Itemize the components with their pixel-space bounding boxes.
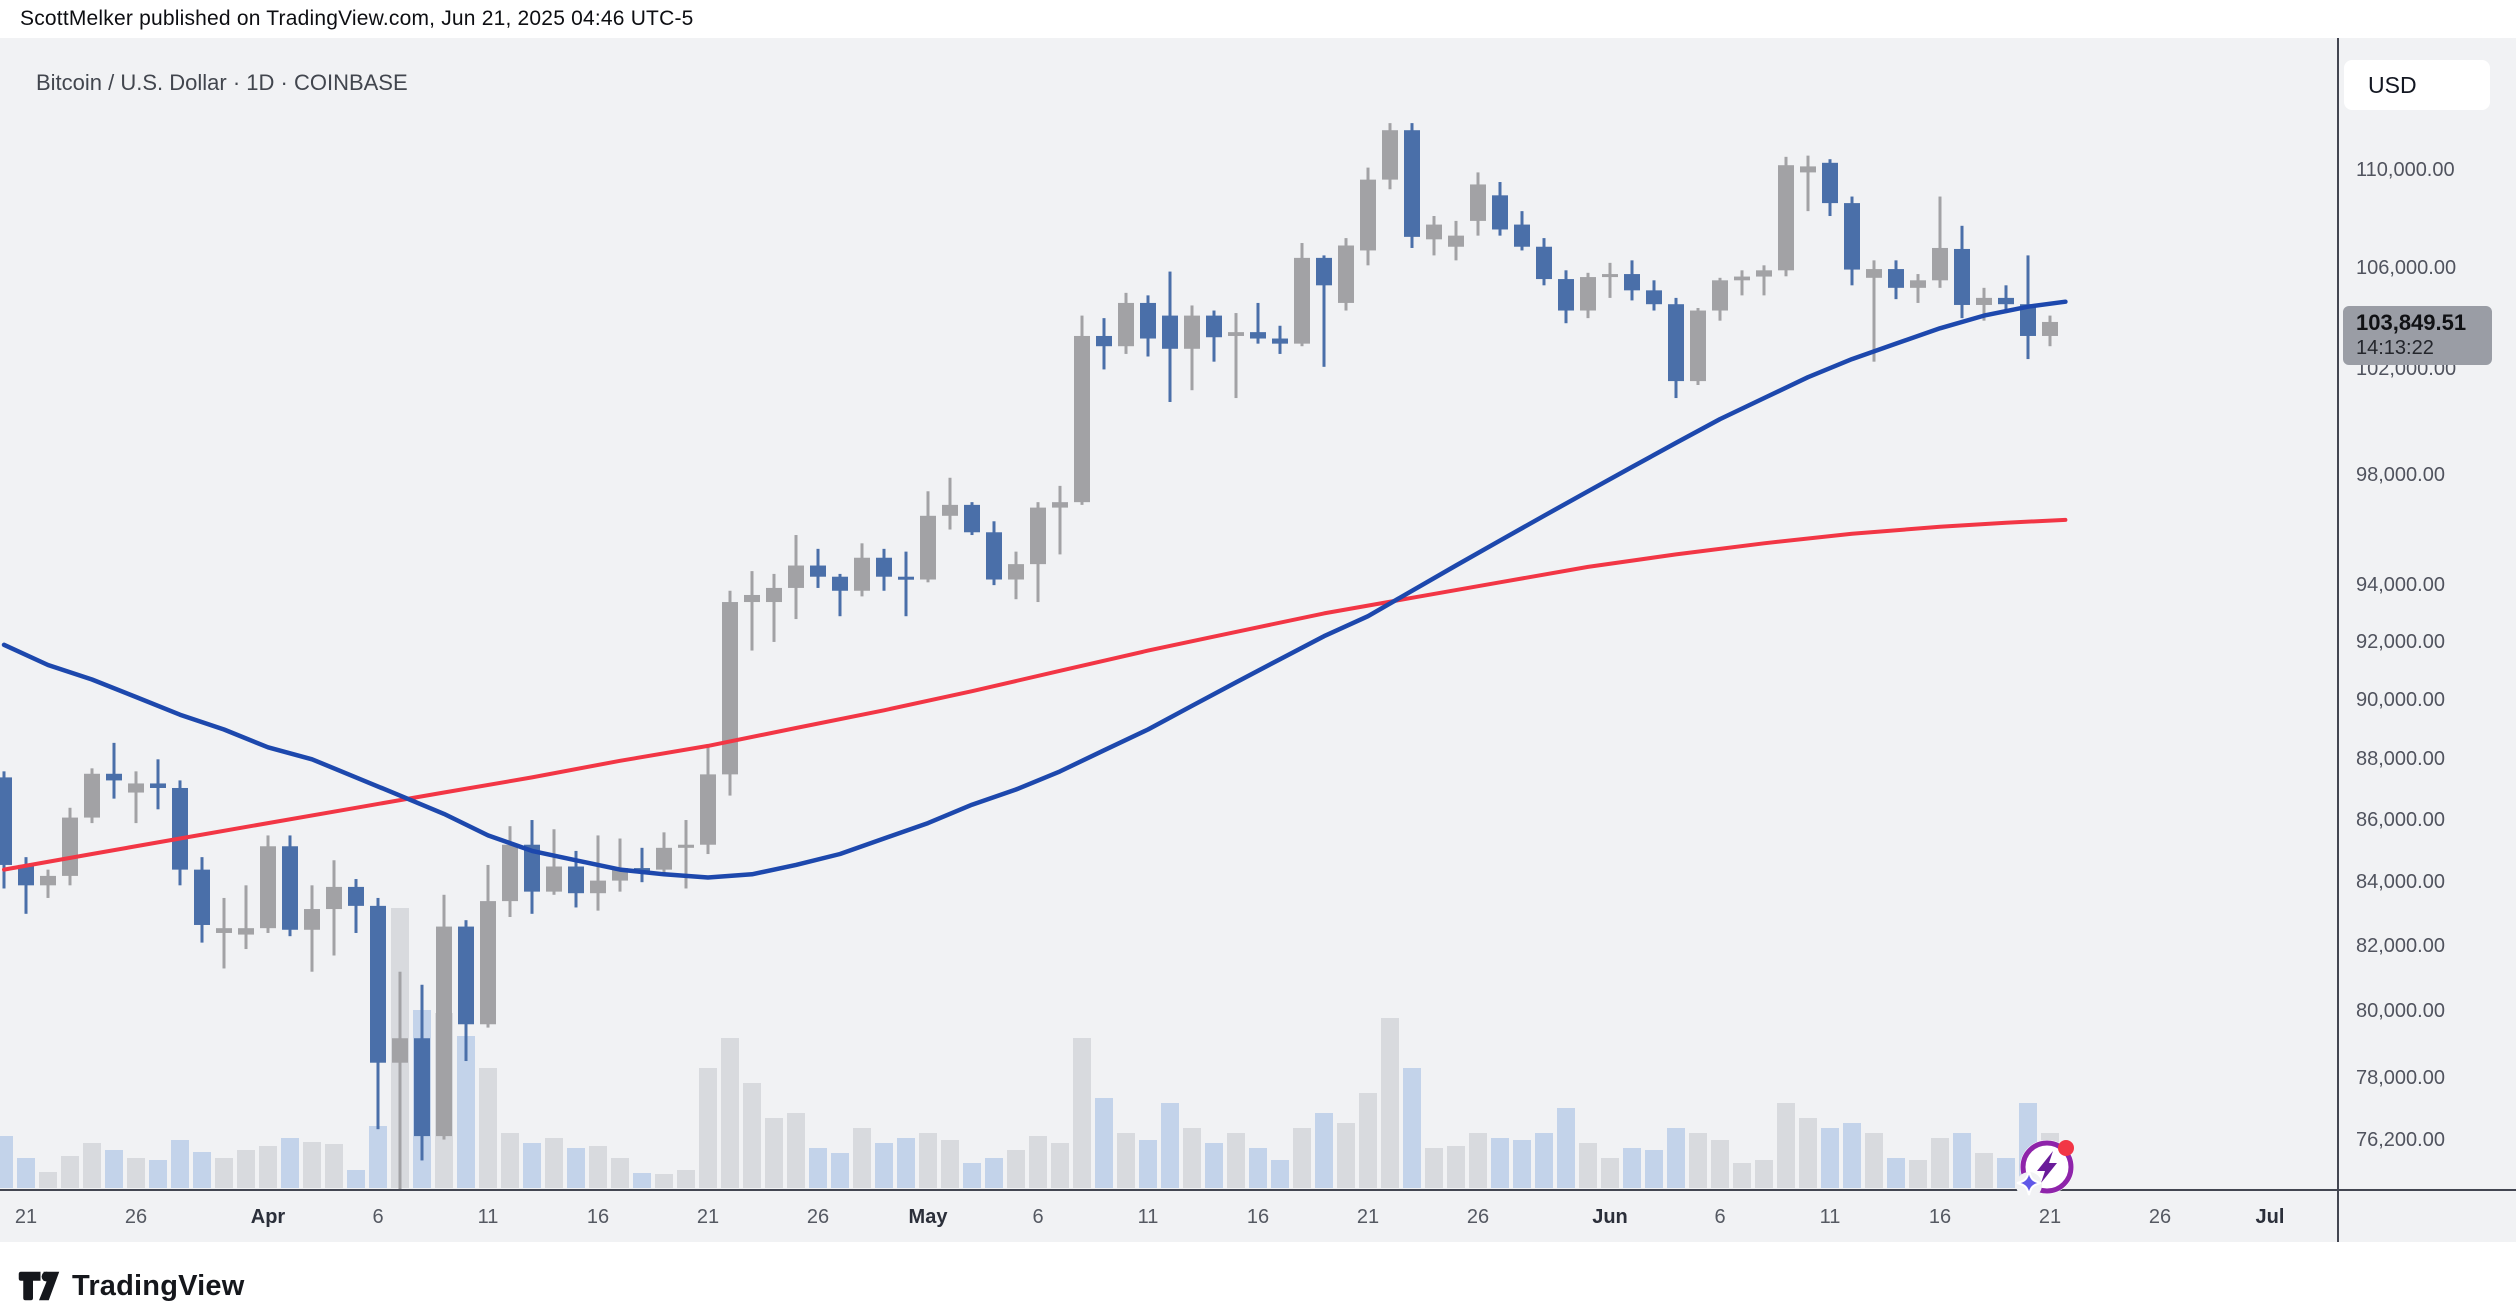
price-axis-label: 90,000.00 xyxy=(2356,688,2445,711)
countdown-timer: 14:13:22 xyxy=(2356,337,2434,359)
time-axis-month-label: Apr xyxy=(250,1206,286,1228)
price-axis-label: 98,000.00 xyxy=(2356,464,2445,487)
time-axis-label: 26 xyxy=(124,1206,148,1228)
time-axis-label: 21 xyxy=(696,1206,720,1228)
last-price: 103,849.51 xyxy=(2356,310,2467,335)
symbol-title[interactable]: Bitcoin / U.S. Dollar · 1D · COINBASE xyxy=(36,70,408,95)
price-axis-label: 84,000.00 xyxy=(2356,871,2445,894)
tradingview-logo-icon xyxy=(18,1271,60,1301)
time-axis-label: 21 xyxy=(14,1206,38,1228)
price-axis-label: 88,000.00 xyxy=(2356,748,2445,771)
time-axis-label: 11 xyxy=(1137,1206,1159,1228)
currency-label: USD xyxy=(2368,71,2417,98)
time-axis-label: 21 xyxy=(2038,1206,2062,1228)
price-axis-label: 94,000.00 xyxy=(2356,574,2445,597)
time-axis-month-label: Jun xyxy=(1592,1206,1628,1228)
price-axis-label: 106,000.00 xyxy=(2356,256,2457,279)
price-axis-label: 82,000.00 xyxy=(2356,934,2445,957)
lightning-bolt-icon xyxy=(2037,1151,2057,1183)
price-axis-label: 92,000.00 xyxy=(2356,630,2445,653)
time-axis-label: 16 xyxy=(1928,1206,1952,1228)
last-price-badge: 103,849.51 14:13:22 xyxy=(2343,306,2492,365)
time-axis-label: 26 xyxy=(2148,1206,2172,1228)
price-axis-label: 76,200.00 xyxy=(2356,1128,2445,1151)
ai-assistant-icon[interactable] xyxy=(2009,1129,2085,1205)
time-axis-label: 6 xyxy=(372,1206,384,1228)
publish-header: ScottMelker published on TradingView.com… xyxy=(20,7,694,30)
price-axis-label: 78,000.00 xyxy=(2356,1066,2445,1089)
time-axis-label: 16 xyxy=(586,1206,610,1228)
time-axis-label: 16 xyxy=(1246,1206,1270,1228)
time-axis-label: 26 xyxy=(806,1206,830,1228)
price-axis-label: 110,000.00 xyxy=(2356,159,2455,181)
currency-button[interactable]: USD xyxy=(2344,60,2490,110)
time-axis-label: 21 xyxy=(1356,1206,1380,1228)
chart-surface xyxy=(0,38,2516,1242)
time-axis-label: 11 xyxy=(1819,1206,1841,1228)
price-axis-label: 86,000.00 xyxy=(2356,809,2445,832)
tradingview-attribution[interactable]: TradingView xyxy=(18,1266,245,1306)
time-axis-month-label: May xyxy=(908,1206,948,1228)
time-axis-label: 6 xyxy=(1714,1206,1726,1228)
time-axis-label: 11 xyxy=(477,1206,499,1228)
notification-dot xyxy=(2058,1140,2074,1156)
price-axis-label: 80,000.00 xyxy=(2356,1000,2445,1023)
time-axis-month-label: Jul xyxy=(2255,1206,2285,1228)
time-axis-label: 6 xyxy=(1032,1206,1044,1228)
time-axis-label: 26 xyxy=(1466,1206,1490,1228)
sparkle-icon xyxy=(2016,1170,2042,1196)
tradingview-logo-text: TradingView xyxy=(72,1269,245,1302)
